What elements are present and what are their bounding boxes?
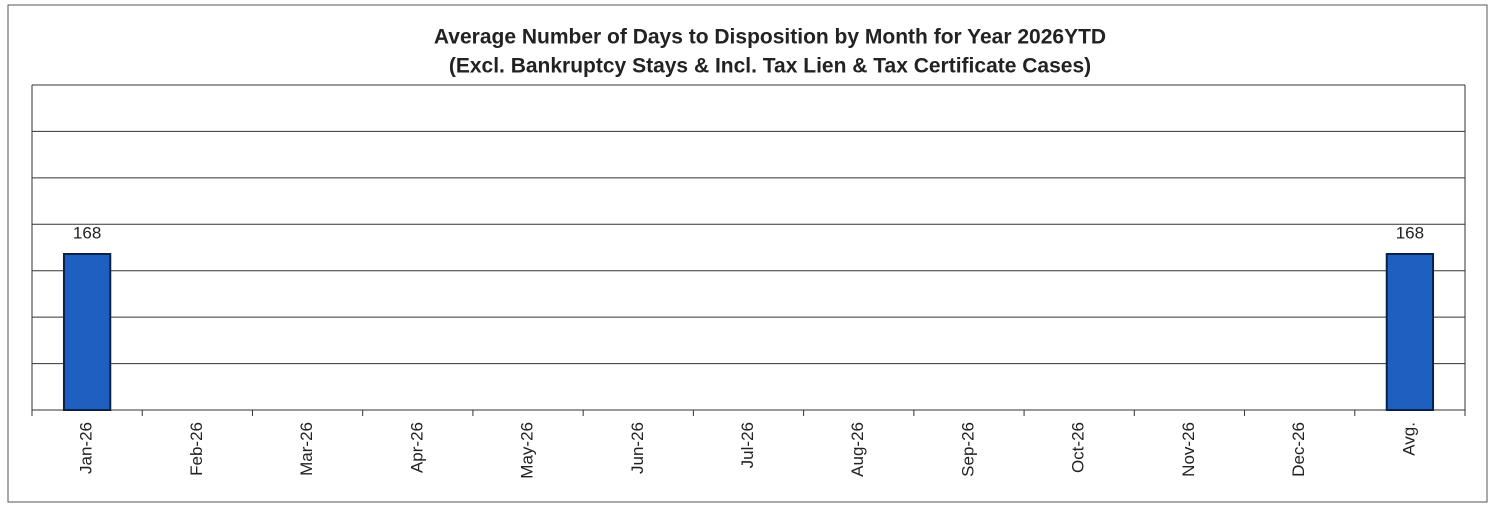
x-tick-label: May-26 [518, 422, 537, 479]
x-tick-label: Dec-26 [1289, 422, 1308, 477]
value-label: 168 [1396, 223, 1424, 242]
x-tick-label: Apr-26 [407, 422, 426, 473]
chart-subtitle: (Excl. Bankruptcy Stays & Incl. Tax Lien… [449, 55, 1091, 78]
x-tick-label: Oct-26 [1069, 422, 1088, 473]
x-tick-label: Aug-26 [848, 422, 867, 477]
x-tick-label: Jul-26 [738, 422, 757, 468]
x-tick-label: Sep-26 [958, 422, 977, 477]
x-tick-label: Mar-26 [297, 422, 316, 476]
chart-title: Average Number of Days to Disposition by… [434, 26, 1106, 49]
chart-border [7, 4, 1488, 503]
bar [62, 253, 112, 411]
x-tick-label: Feb-26 [187, 422, 206, 476]
x-tick-label: Jan-26 [77, 422, 96, 474]
bar [1385, 253, 1435, 411]
x-tick-label: Jun-26 [628, 422, 647, 474]
x-tick-label: Nov-26 [1179, 422, 1198, 477]
value-label: 168 [73, 223, 101, 242]
x-tick-label: Avg. [1399, 422, 1418, 456]
